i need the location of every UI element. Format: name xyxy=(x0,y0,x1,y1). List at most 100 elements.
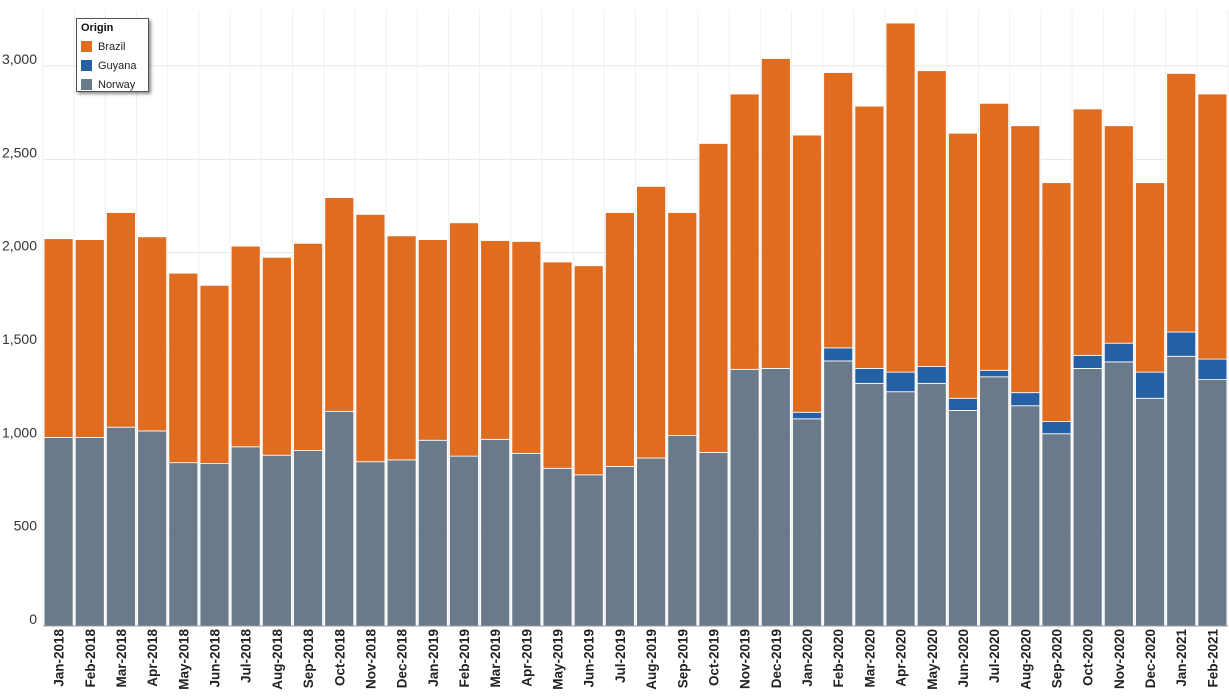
x-tick-label: Dec-2019 xyxy=(769,629,784,688)
legend-label-norway: Norway xyxy=(98,78,136,91)
bar-norway-jul-2020 xyxy=(979,376,1010,627)
y-tick-label: 500 xyxy=(14,518,38,534)
bar-norway-jan-2021 xyxy=(1166,355,1197,627)
x-tick-label: May-2020 xyxy=(925,629,940,690)
bar-norway-aug-2020 xyxy=(1010,405,1041,627)
bar-brazil-aug-2019 xyxy=(636,185,666,459)
legend-swatch-guyana xyxy=(81,60,92,71)
bar-guyana-jul-2020 xyxy=(979,369,1010,378)
bar-brazil-jun-2018 xyxy=(199,284,230,465)
bar-guyana-feb-2021 xyxy=(1197,358,1228,381)
x-tick-label: Jun-2020 xyxy=(956,629,971,688)
bar-brazil-mar-2019 xyxy=(480,240,511,440)
bar-brazil-apr-2020 xyxy=(885,22,916,373)
bar-brazil-jan-2019 xyxy=(417,239,448,441)
bar-norway-feb-2020 xyxy=(823,360,854,627)
bar-norway-feb-2018 xyxy=(74,437,105,627)
bar-norway-feb-2019 xyxy=(449,455,479,627)
x-tick-label: Sep-2020 xyxy=(1049,629,1064,688)
gridlines xyxy=(42,10,1229,627)
y-tick-label: 2,000 xyxy=(2,238,37,254)
y-axis: 0 500 1,000 1,500 2,000 2,500 3,000 xyxy=(2,51,37,627)
x-tick-label: Apr-2020 xyxy=(894,629,909,687)
bar-norway-oct-2018 xyxy=(324,410,355,627)
x-tick-label: Oct-2019 xyxy=(706,629,721,686)
x-tick-label: Feb-2019 xyxy=(457,629,472,688)
x-tick-label: Oct-2018 xyxy=(332,629,347,687)
bar-norway-oct-2019 xyxy=(698,451,729,627)
bar-guyana-nov-2020 xyxy=(1103,342,1134,363)
bar-brazil-nov-2019 xyxy=(729,93,760,370)
bar-norway-may-2019 xyxy=(542,467,573,627)
bar-norway-mar-2019 xyxy=(480,438,511,627)
y-tick-label: 2,500 xyxy=(2,144,37,160)
bar-brazil-feb-2018 xyxy=(74,239,105,438)
bar-brazil-dec-2019 xyxy=(760,58,791,369)
bars xyxy=(43,22,1228,627)
x-tick-label: Aug-2020 xyxy=(1018,629,1033,690)
bar-norway-feb-2021 xyxy=(1197,379,1228,627)
bar-norway-nov-2019 xyxy=(729,368,760,627)
x-tick-label: Mar-2020 xyxy=(862,629,877,688)
bar-guyana-feb-2020 xyxy=(823,347,854,362)
bar-guyana-jun-2020 xyxy=(948,397,978,411)
bar-guyana-may-2020 xyxy=(916,366,947,384)
x-tick-label: Aug-2019 xyxy=(644,629,659,690)
x-tick-label: Jan-2021 xyxy=(1174,629,1189,687)
x-tick-label: Dec-2018 xyxy=(395,629,410,689)
bar-brazil-feb-2021 xyxy=(1197,93,1228,360)
bar-brazil-mar-2018 xyxy=(106,212,136,428)
bar-norway-jun-2020 xyxy=(948,409,978,627)
x-tick-label: Nov-2018 xyxy=(363,629,378,690)
bar-brazil-jan-2021 xyxy=(1166,73,1197,333)
x-tick-label: May-2019 xyxy=(551,629,566,690)
bar-guyana-mar-2020 xyxy=(854,367,885,384)
bar-brazil-oct-2020 xyxy=(1072,108,1103,356)
bar-norway-apr-2018 xyxy=(137,430,168,627)
bar-brazil-oct-2018 xyxy=(324,197,355,412)
bar-guyana-aug-2020 xyxy=(1010,392,1041,407)
x-tick-label: Apr-2018 xyxy=(145,629,160,687)
bar-brazil-sep-2018 xyxy=(293,242,323,451)
x-tick-label: Nov-2019 xyxy=(738,629,753,689)
bar-norway-mar-2018 xyxy=(106,426,136,627)
bar-guyana-jan-2021 xyxy=(1166,331,1197,357)
bar-norway-aug-2019 xyxy=(636,457,666,627)
bar-norway-sep-2020 xyxy=(1041,433,1072,627)
x-tick-label: Jan-2018 xyxy=(52,629,67,687)
bar-norway-dec-2018 xyxy=(386,459,417,627)
x-tick-label: Jul-2018 xyxy=(239,629,254,684)
bar-brazil-jul-2019 xyxy=(605,212,635,467)
bar-guyana-dec-2020 xyxy=(1135,371,1165,399)
x-tick-label: Oct-2020 xyxy=(1081,629,1096,686)
bar-brazil-sep-2020 xyxy=(1041,182,1072,423)
bar-norway-jan-2020 xyxy=(792,418,822,627)
bar-norway-apr-2020 xyxy=(885,391,916,627)
x-tick-label: Mar-2018 xyxy=(114,629,129,688)
bar-brazil-mar-2020 xyxy=(854,105,885,369)
x-tick-label: Jul-2020 xyxy=(987,629,1002,683)
bar-brazil-dec-2020 xyxy=(1135,182,1165,373)
x-tick-label: Jan-2020 xyxy=(800,629,815,687)
bar-brazil-jul-2020 xyxy=(979,102,1010,371)
legend-title: Origin xyxy=(81,22,114,34)
bar-norway-sep-2018 xyxy=(293,450,323,627)
bar-norway-jul-2018 xyxy=(230,446,261,627)
bar-norway-jan-2019 xyxy=(417,439,448,627)
legend-swatch-brazil xyxy=(81,41,92,52)
legend-label-guyana: Guyana xyxy=(98,59,137,72)
x-tick-label: Sep-2019 xyxy=(675,629,690,688)
bar-guyana-jan-2020 xyxy=(792,411,822,420)
x-tick-label: Jun-2018 xyxy=(208,629,223,688)
x-tick-label: Feb-2020 xyxy=(831,629,846,688)
bar-norway-aug-2018 xyxy=(261,454,292,627)
bar-norway-apr-2019 xyxy=(511,452,542,627)
bar-norway-dec-2019 xyxy=(760,367,791,627)
bar-brazil-sep-2019 xyxy=(667,212,698,437)
x-tick-label: Jan-2019 xyxy=(426,629,441,687)
bar-norway-mar-2020 xyxy=(854,382,885,627)
bar-brazil-jun-2020 xyxy=(948,132,978,399)
bar-brazil-feb-2020 xyxy=(823,72,854,349)
legend-swatch-norway xyxy=(81,79,92,90)
x-tick-label: Nov-2020 xyxy=(1112,629,1127,689)
